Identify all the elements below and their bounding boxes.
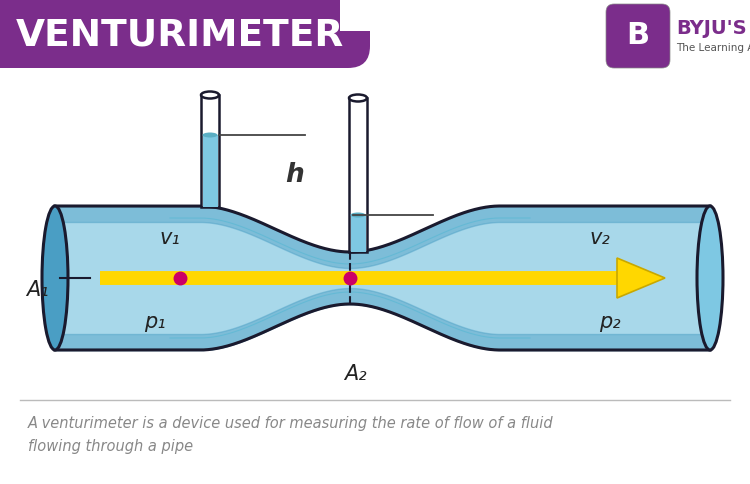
Ellipse shape	[697, 206, 723, 350]
Bar	[0, 0, 56, 68]
Text: h: h	[286, 162, 304, 188]
Ellipse shape	[202, 133, 217, 137]
Ellipse shape	[201, 91, 219, 99]
Bar	[349, 98, 367, 252]
Text: p₂: p₂	[599, 312, 621, 332]
Text: v₁: v₁	[160, 228, 180, 248]
Polygon shape	[617, 258, 665, 298]
Ellipse shape	[42, 206, 68, 350]
Text: B: B	[626, 21, 650, 50]
Bar	[350, 215, 365, 252]
Text: v₂: v₂	[590, 228, 610, 248]
Text: BYJU'S: BYJU'S	[676, 18, 746, 37]
Ellipse shape	[349, 94, 367, 102]
FancyBboxPatch shape	[0, 0, 370, 68]
Text: p₁: p₁	[144, 312, 166, 332]
Bar	[0, 0, 148, 34]
Text: A₁: A₁	[26, 280, 48, 300]
Text: A venturimeter is a device used for measuring the rate of flow of a fluid
flowin: A venturimeter is a device used for meas…	[28, 416, 554, 454]
Bar	[340, 0, 540, 30]
FancyBboxPatch shape	[606, 4, 670, 68]
Ellipse shape	[350, 212, 365, 217]
Text: A₂: A₂	[344, 364, 366, 384]
Text: VENTURIMETER: VENTURIMETER	[16, 18, 344, 54]
Bar	[202, 135, 217, 207]
Bar	[201, 95, 219, 207]
Text: The Learning App: The Learning App	[676, 43, 750, 53]
